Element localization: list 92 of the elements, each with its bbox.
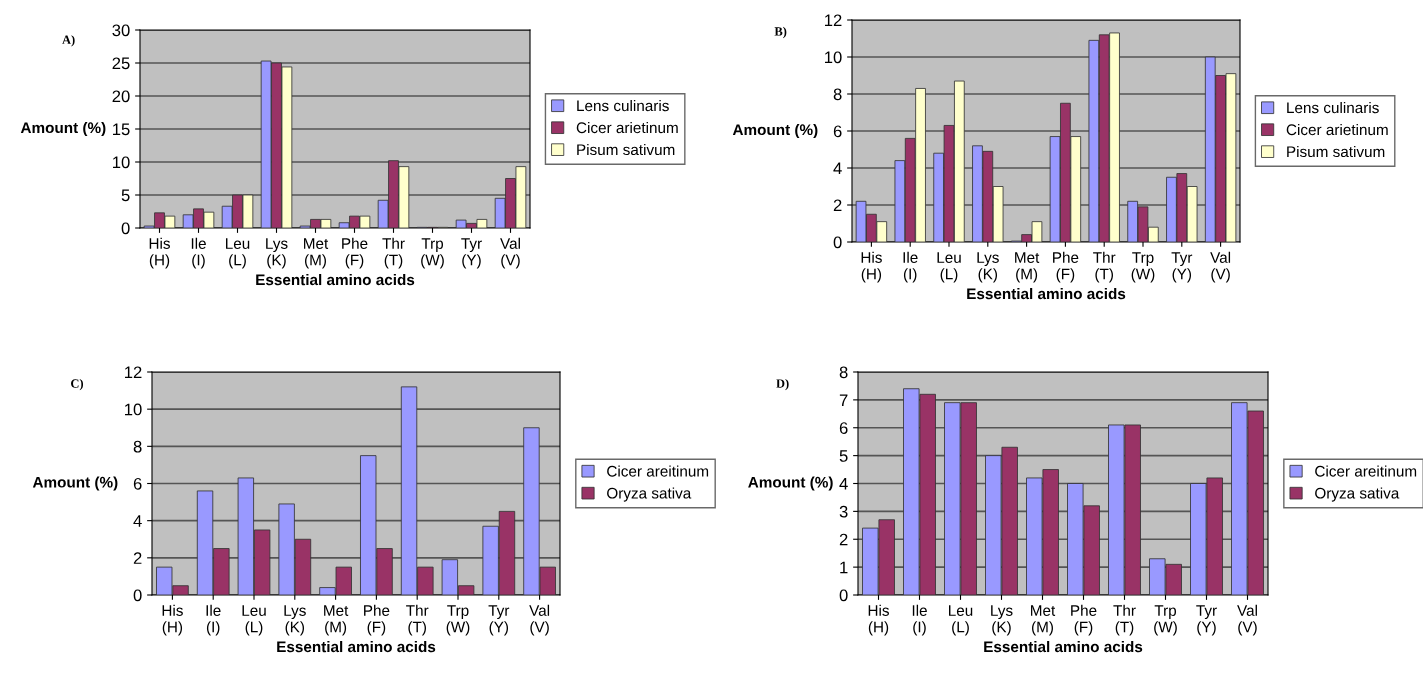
y-tick-label: 0	[833, 236, 842, 249]
x-axis-title: Essential amino acids	[256, 273, 415, 286]
chart-title: A)	[62, 35, 75, 47]
x-tick-label: His (H)	[149, 237, 170, 269]
y-tick-label: 6	[833, 125, 842, 138]
y-tick-label: 10	[825, 51, 842, 64]
legend-label: Cicer areitinum	[607, 465, 709, 477]
legend-label: Cicer arietinum	[576, 121, 678, 134]
x-tick-label: Tyr (Y)	[1196, 605, 1217, 636]
x-tick-label: Lys (K)	[991, 605, 1013, 636]
y-tick-label: 8	[839, 366, 848, 379]
x-tick-label: His (H)	[861, 251, 882, 283]
x-tick-label: Val (V)	[1237, 604, 1257, 636]
x-tick-label: Lys (K)	[977, 252, 999, 283]
x-tick-label: Phe (F)	[1071, 604, 1097, 636]
x-tick-label: Thr (T)	[1113, 604, 1136, 636]
text: B)	[774, 26, 787, 39]
y-axis-title: Amount (%)	[748, 476, 833, 491]
y-tick-label: 3	[839, 505, 848, 518]
y-tick-label: 12	[125, 366, 142, 379]
legend-label: Oryza sativa	[607, 487, 692, 502]
y-tick-label: 20	[112, 90, 130, 103]
x-tick-label: Met (M)	[1015, 252, 1040, 283]
x-tick-label: Val (V)	[500, 237, 520, 269]
text: C)	[71, 378, 84, 391]
y-tick-label: 8	[133, 440, 142, 453]
y-tick-label: 0	[133, 589, 142, 602]
x-tick-label: Thr (T)	[406, 604, 429, 636]
x-tick-label: Trp (W)	[1154, 605, 1177, 636]
y-axis-title: Amount (%)	[20, 121, 106, 137]
x-tick-label: His (H)	[162, 604, 183, 636]
y-axis-title: Amount (%)	[732, 123, 818, 139]
x-tick-label: Tyr (Y)	[461, 238, 482, 269]
x-tick-label: Thr (T)	[1093, 251, 1116, 283]
x-tick-label: Thr (T)	[382, 237, 405, 269]
x-tick-label: Leu (L)	[242, 605, 266, 636]
x-tick-label: Ile (I)	[206, 604, 221, 636]
y-tick-label: 2	[833, 199, 842, 212]
x-tick-label: Val (V)	[529, 604, 550, 636]
legend-label: Lens culinaris	[1287, 101, 1379, 114]
x-tick-label: Lys (K)	[266, 238, 288, 269]
y-tick-label: 1	[840, 561, 848, 574]
x-tick-label: Phe (F)	[1053, 251, 1079, 283]
x-tick-label: Val (V)	[1210, 251, 1231, 283]
y-tick-label: 8	[833, 88, 842, 101]
x-tick-label: Met (M)	[1031, 605, 1056, 636]
x-tick-label: Ile (I)	[912, 604, 927, 636]
x-tick-label: Met (M)	[304, 238, 329, 269]
legend-label: Pisum sativum	[1287, 145, 1385, 158]
x-tick-label: Leu (L)	[949, 605, 973, 636]
x-tick-label: Trp (W)	[1131, 252, 1155, 283]
y-tick-label: 6	[839, 422, 848, 434]
x-tick-label: Ile (I)	[903, 251, 918, 283]
x-tick-label: Tyr (Y)	[488, 605, 510, 636]
x-tick-label: Lys (K)	[284, 605, 306, 636]
x-axis-title: Essential amino acids	[967, 287, 1126, 300]
y-tick-label: 4	[833, 162, 842, 175]
x-axis-title: Essential amino acids	[984, 640, 1143, 653]
x-tick-label: Phe (F)	[364, 604, 390, 636]
y-tick-label: 2	[839, 533, 848, 546]
y-tick-label: 0	[839, 589, 848, 602]
x-tick-label: Phe (F)	[342, 237, 368, 269]
x-tick-label: Leu (L)	[937, 252, 961, 283]
text: D)	[776, 378, 789, 391]
legend-label: Lens culinaris	[577, 99, 669, 112]
y-tick-label: 7	[839, 394, 848, 406]
legend-label: Cicer arietinum	[1286, 123, 1388, 136]
x-tick-label: Met (M)	[324, 605, 349, 636]
y-tick-label: 4	[133, 515, 142, 527]
y-axis-title: Amount (%)	[32, 476, 118, 491]
legend-label: Oryza sativa	[1315, 487, 1400, 502]
x-tick-label: Tyr (Y)	[1171, 252, 1193, 283]
y-tick-label: 10	[113, 156, 130, 169]
x-tick-label: Ile (I)	[191, 237, 206, 269]
y-tick-label: 12	[825, 14, 842, 27]
y-tick-label: 4	[839, 478, 848, 490]
y-tick-label: 25	[112, 57, 130, 70]
y-tick-label: 10	[125, 403, 142, 416]
legend-label: Pisum sativum	[577, 143, 675, 156]
y-tick-label: 15	[113, 123, 130, 136]
y-tick-label: 2	[133, 552, 142, 564]
y-tick-label: 5	[839, 450, 848, 462]
x-axis-title: Essential amino acids	[277, 640, 436, 653]
y-tick-label: 5	[121, 189, 130, 202]
y-tick-label: 0	[121, 222, 130, 235]
y-tick-label: 30	[112, 24, 130, 37]
legend-label: Cicer areitinum	[1315, 465, 1417, 477]
y-tick-label: 6	[133, 477, 142, 490]
x-tick-label: His (H)	[868, 604, 889, 636]
x-tick-label: Leu (L)	[226, 238, 250, 269]
x-tick-label: Trp (W)	[446, 605, 470, 636]
x-tick-label: Trp (W)	[421, 238, 444, 269]
